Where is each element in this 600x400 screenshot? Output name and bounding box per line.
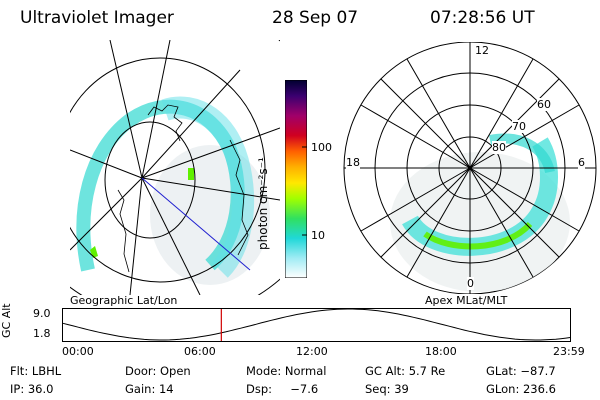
- altitude-xtick-0600: 06:00: [184, 345, 216, 358]
- geographic-map: [70, 40, 280, 295]
- mlt-label-6: 6: [578, 156, 585, 169]
- lat-label-80: 80: [492, 141, 506, 154]
- lat-label-70: 70: [512, 120, 526, 133]
- mlt-label-0: 0: [467, 277, 474, 290]
- colorbar-tick-100: 100: [311, 141, 332, 154]
- left-panel-label: Geographic Lat/Lon: [70, 294, 178, 307]
- info-glat: GLat: −87.7: [486, 364, 556, 378]
- altitude-ytick-1: 1.8: [33, 327, 51, 340]
- info-gcalt: GC Alt: 5.7 Re: [365, 364, 446, 378]
- altitude-ylabel: GC Alt: [0, 303, 13, 338]
- colorbar: [285, 80, 307, 278]
- info-door: Door: Open: [125, 364, 191, 378]
- altitude-xtick-1800: 18:00: [425, 345, 457, 358]
- mlt-label-12: 12: [475, 44, 489, 57]
- altitude-plot: [62, 308, 572, 342]
- altitude-ytick-9: 9.0: [33, 307, 51, 320]
- mlt-label-18: 18: [346, 156, 360, 169]
- colorbar-tick-10: 10: [311, 229, 325, 242]
- polar-plot: [343, 42, 597, 294]
- info-flt: Flt: LBHL: [10, 364, 62, 378]
- time-label: 07:28:56 UT: [430, 8, 535, 28]
- altitude-xtick-1200: 12:00: [296, 345, 328, 358]
- info-dsp: Dsp: −7.6: [246, 382, 319, 396]
- info-ip: IP: 36.0: [10, 382, 54, 396]
- altitude-xtick-2359: 23:59: [553, 345, 585, 358]
- colorbar-unit: photon cm⁻²s⁻¹: [256, 157, 270, 250]
- date-label: 28 Sep 07: [272, 8, 359, 28]
- instrument-title: Ultraviolet Imager: [20, 8, 174, 28]
- info-glon: GLon: 236.6: [486, 382, 556, 396]
- lat-label-60: 60: [537, 98, 551, 111]
- info-mode: Mode: Normal: [246, 364, 327, 378]
- info-seq: Seq: 39: [365, 382, 409, 396]
- right-panel-label: Apex MLat/MLT: [425, 294, 508, 307]
- altitude-xtick-0000: 00:00: [62, 345, 94, 358]
- info-gain: Gain: 14: [125, 382, 174, 396]
